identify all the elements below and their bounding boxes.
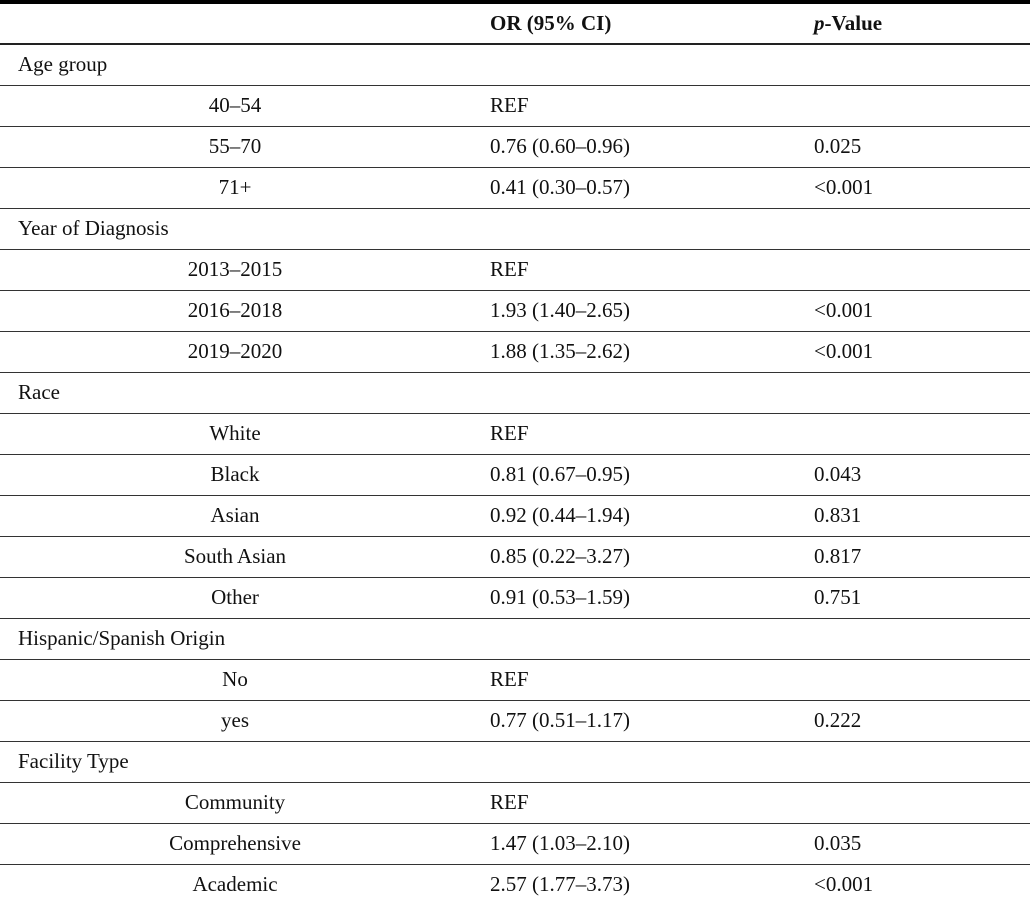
section-row-race: Race xyxy=(0,372,1030,413)
p-value-cell: 0.035 xyxy=(814,831,862,855)
or-ci-cell: REF xyxy=(490,93,529,117)
p-value-cell: 0.222 xyxy=(814,708,862,732)
p-value-italic-p: p xyxy=(814,11,825,35)
p-value-cell: <0.001 xyxy=(814,872,874,897)
p-value-cell: 0.043 xyxy=(814,462,862,486)
or-ci-cell: 1.47 (1.03–2.10) xyxy=(490,831,630,855)
category-cell: 40–54 xyxy=(208,93,262,117)
table-row: 2013–2015 REF xyxy=(0,249,1030,290)
table-row: 2016–2018 1.93 (1.40–2.65) <0.001 xyxy=(0,290,1030,331)
category-cell: Black xyxy=(210,462,260,486)
section-row-age-group: Age group xyxy=(0,44,1030,85)
or-ci-cell: 0.92 (0.44–1.94) xyxy=(490,503,630,527)
or-ci-cell: 0.41 (0.30–0.57) xyxy=(490,175,630,199)
section-label: Year of Diagnosis xyxy=(18,216,169,240)
table-row: Academic 2.57 (1.77–3.73) <0.001 xyxy=(0,864,1030,905)
category-cell: Asian xyxy=(210,503,260,527)
table-row: Other 0.91 (0.53–1.59) 0.751 xyxy=(0,577,1030,618)
p-value-cell: 0.817 xyxy=(814,544,862,568)
p-value-cell: 0.025 xyxy=(814,134,862,158)
table-header-row: OR (95% CI) p-Value xyxy=(0,2,1030,45)
category-cell: 2016–2018 xyxy=(187,298,283,322)
table-row: 2019–2020 1.88 (1.35–2.62) <0.001 xyxy=(0,331,1030,372)
p-value-cell xyxy=(810,659,1030,700)
header-or-ci: OR (95% CI) xyxy=(470,2,810,45)
section-label: Hispanic/Spanish Origin xyxy=(18,626,226,650)
category-cell: No xyxy=(222,667,248,691)
section-row-hispanic-spanish-origin: Hispanic/Spanish Origin xyxy=(0,618,1030,659)
or-ci-cell: REF xyxy=(490,421,529,445)
p-value-cell xyxy=(810,85,1030,126)
section-label: Facility Type xyxy=(18,749,129,773)
or-ci-cell: REF xyxy=(490,667,529,691)
or-ci-cell: 0.76 (0.60–0.96) xyxy=(490,134,630,158)
or-ci-cell: 0.85 (0.22–3.27) xyxy=(490,544,630,568)
section-row-facility-type: Facility Type xyxy=(0,741,1030,782)
p-value-rest: -Value xyxy=(824,11,883,35)
table-row: 55–70 0.76 (0.60–0.96) 0.025 xyxy=(0,126,1030,167)
section-row-year-of-diagnosis: Year of Diagnosis xyxy=(0,208,1030,249)
p-value-cell: 0.831 xyxy=(814,503,862,527)
category-cell: Comprehensive xyxy=(169,831,301,855)
p-value-cell xyxy=(810,782,1030,823)
table-row: 40–54 REF xyxy=(0,85,1030,126)
p-value-cell: 0.751 xyxy=(814,585,862,609)
or-ci-cell: 0.81 (0.67–0.95) xyxy=(490,462,630,486)
table-row: No REF xyxy=(0,659,1030,700)
table-row: Comprehensive 1.47 (1.03–2.10) 0.035 xyxy=(0,823,1030,864)
or-ci-cell: 1.88 (1.35–2.62) xyxy=(490,339,630,363)
category-cell: White xyxy=(209,421,261,445)
p-value-cell: <0.001 xyxy=(814,298,874,322)
or-ci-cell: REF xyxy=(490,790,529,814)
category-cell: Community xyxy=(184,790,286,814)
table-row: White REF xyxy=(0,413,1030,454)
table-row: Asian 0.92 (0.44–1.94) 0.831 xyxy=(0,495,1030,536)
section-label: Age group xyxy=(18,52,108,77)
category-cell: 2019–2020 xyxy=(187,339,283,363)
category-cell: South Asian xyxy=(183,544,287,568)
p-value-cell: <0.001 xyxy=(814,175,874,199)
category-cell: yes xyxy=(221,708,249,732)
section-label: Race xyxy=(18,380,60,404)
or-ci-cell: 0.77 (0.51–1.17) xyxy=(490,708,630,732)
or-ci-cell: 1.93 (1.40–2.65) xyxy=(490,298,630,322)
table-row: Black 0.81 (0.67–0.95) 0.043 xyxy=(0,454,1030,495)
table-row: South Asian 0.85 (0.22–3.27) 0.817 xyxy=(0,536,1030,577)
table-row: 71+ 0.41 (0.30–0.57) <0.001 xyxy=(0,167,1030,208)
or-ci-cell: 2.57 (1.77–3.73) xyxy=(490,872,630,897)
or-ci-cell: 0.91 (0.53–1.59) xyxy=(490,585,630,609)
header-empty-cell xyxy=(0,2,470,45)
p-value-cell xyxy=(810,249,1030,290)
category-cell: Other xyxy=(211,585,259,609)
header-p-value: p-Value xyxy=(810,2,1030,45)
or-ci-cell: REF xyxy=(490,257,529,281)
p-value-cell: <0.001 xyxy=(814,339,874,363)
table-row: Community REF xyxy=(0,782,1030,823)
category-cell: 71+ xyxy=(218,175,252,199)
category-cell: 55–70 xyxy=(208,134,262,158)
table-row: yes 0.77 (0.51–1.17) 0.222 xyxy=(0,700,1030,741)
category-cell: Academic xyxy=(192,872,278,897)
p-value-cell xyxy=(810,413,1030,454)
category-cell: 2013–2015 xyxy=(187,257,283,281)
